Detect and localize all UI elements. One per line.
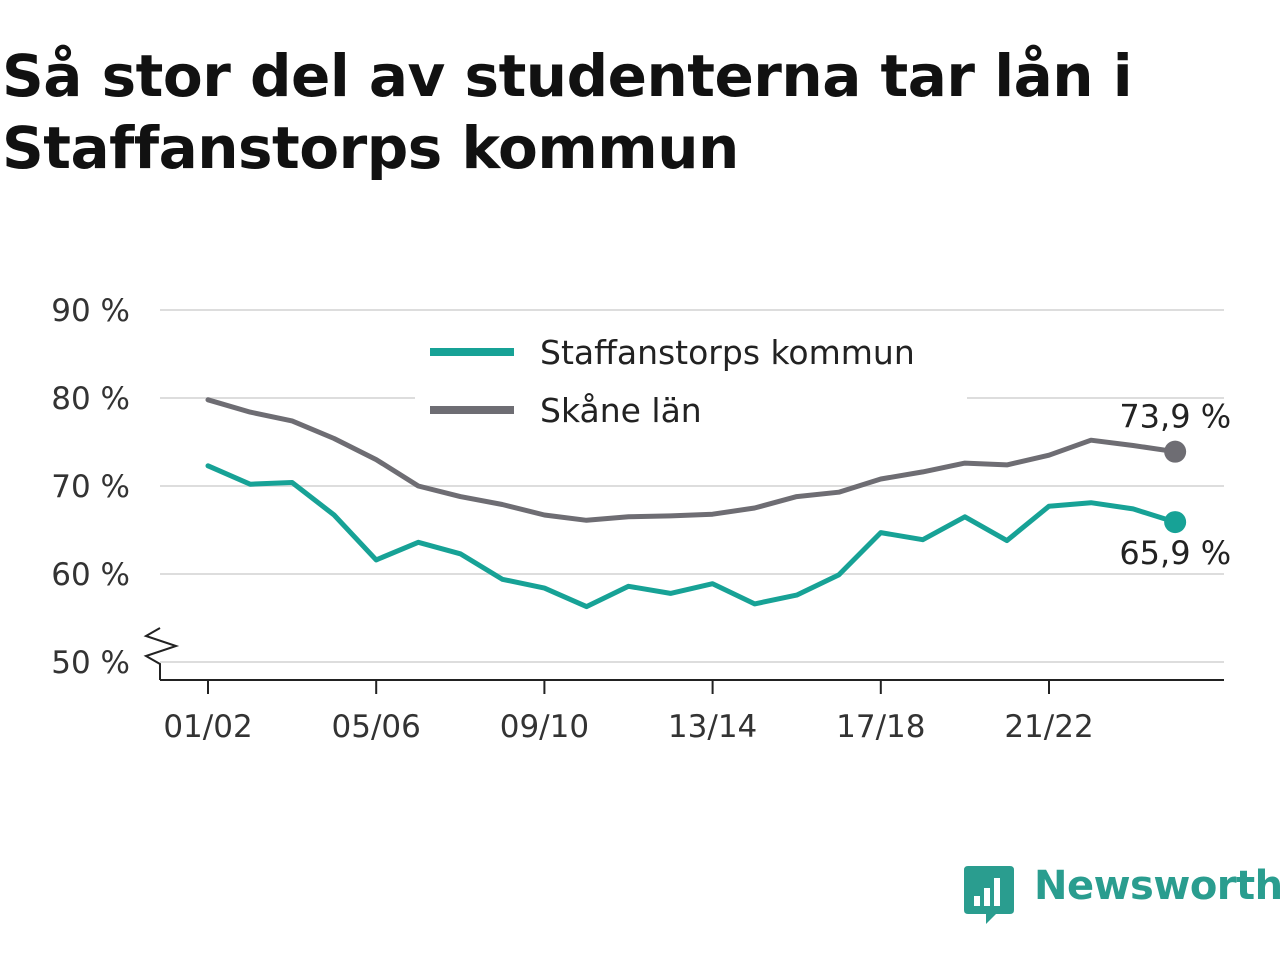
bar-chart-speech-bubble-icon xyxy=(964,866,1014,924)
series-end-point xyxy=(1164,440,1187,463)
end-label-skane: 73,9 % xyxy=(1119,398,1231,436)
y-tick-label: 50 % xyxy=(51,645,130,681)
x-tick-label: 17/18 xyxy=(836,709,925,745)
series-line xyxy=(205,463,1178,610)
end-label-staffanstorp: 65,9 % xyxy=(1119,534,1231,572)
end-labels: 73,9 % 65,9 % xyxy=(1119,398,1231,572)
legend-label: Staffanstorps kommun xyxy=(540,333,915,372)
axis-break-mark xyxy=(143,627,180,680)
x-tick-label: 09/10 xyxy=(500,709,589,745)
y-tick-label: 60 % xyxy=(51,557,130,593)
legend-label: Skåne län xyxy=(540,391,702,430)
x-tick-label: 21/22 xyxy=(1004,709,1093,745)
legend-background xyxy=(415,328,967,443)
x-tick-label: 05/06 xyxy=(332,709,421,745)
series-line xyxy=(205,397,1178,523)
x-tick-label: 13/14 xyxy=(668,709,757,745)
x-axis xyxy=(143,627,1224,681)
chart-title: Så stor del av studenterna tar lån i Sta… xyxy=(2,42,1133,182)
y-tick-label: 70 % xyxy=(51,469,130,505)
legend: Staffanstorps kommun Skåne län xyxy=(415,328,967,443)
x-tick-label: 01/02 xyxy=(163,709,252,745)
brand-name: Newsworthy xyxy=(1034,863,1280,909)
y-axis-ticks: 50 % 60 % 70 % 80 % 90 % xyxy=(51,293,130,681)
gridlines xyxy=(160,309,1224,663)
y-tick-label: 80 % xyxy=(51,381,130,417)
series-end-point xyxy=(1164,511,1187,534)
x-axis-ticks: 01/02 05/06 09/10 13/14 17/18 21/22 xyxy=(163,680,1094,745)
series-lines xyxy=(205,397,1187,610)
y-tick-label: 90 % xyxy=(51,293,130,329)
